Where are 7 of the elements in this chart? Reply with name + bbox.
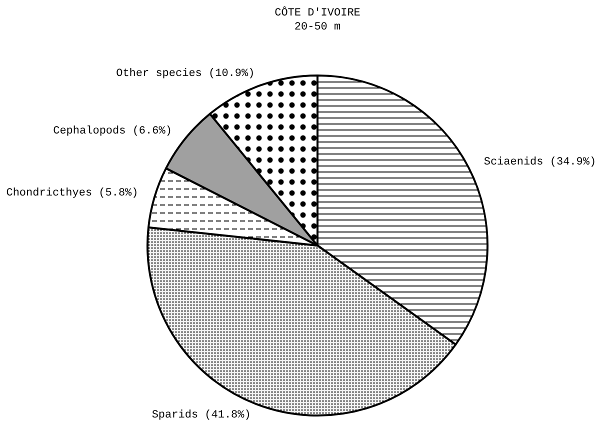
slice-label: Cephalopods (6.6%) — [53, 125, 172, 138]
chart-subtitle: 20-50 m — [294, 22, 342, 34]
slice-label: Sparids (41.8%) — [152, 409, 251, 422]
slice-label: Sciaenids (34.9%) — [484, 156, 596, 168]
slice-label: Other species (10.9%) — [116, 68, 255, 80]
slice-label: Chondricthyes (5.8%) — [6, 188, 138, 200]
chart-title: CÔTE D'IVOIRE — [274, 6, 361, 20]
